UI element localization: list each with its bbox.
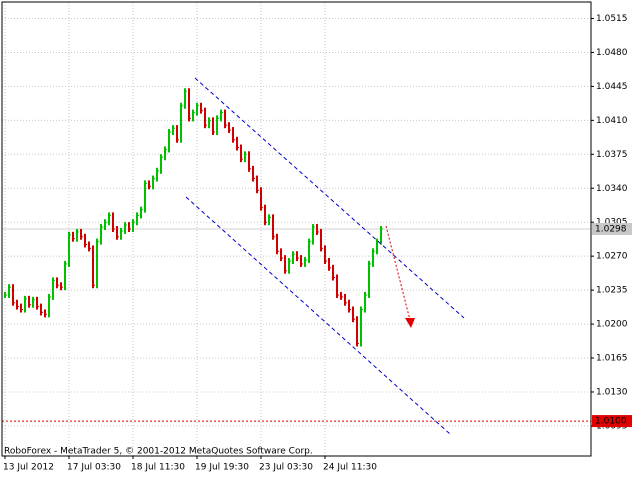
x-tick-label: 18 Jul 11:30 [131,463,185,473]
x-tick-label: 24 Jul 11:30 [323,463,377,473]
y-tick-label: 1.0480 [596,48,628,58]
y-tick-label: 1.0270 [596,252,628,262]
y-tick-label: 1.0515 [596,14,628,24]
x-tick-label: 17 Jul 03:30 [67,463,121,473]
level-label: 1.0100 [595,417,627,427]
y-tick-label: 1.0305 [596,218,628,228]
plot-frame [1,1,592,457]
forecast-arrow [385,225,411,321]
y-tick-label: 1.0375 [596,150,628,160]
x-tick-label: 23 Jul 03:30 [259,463,313,473]
channel-lower [185,196,451,435]
y-tick-label: 1.0200 [596,320,628,330]
annotation: RoboForex - MetaTrader 5, © 2001-2012 Me… [4,447,313,457]
forecast-arrowhead [405,318,415,328]
price-label: 1.0298 [595,225,627,235]
x-tick-label: 19 Jul 19:30 [195,463,249,473]
x-tick-label: 13 Jul 2012 [3,463,54,473]
y-tick-label: 1.0130 [596,387,628,397]
marks [4,88,383,347]
y-tick-label: 1.0445 [596,82,628,92]
price-label-box [592,223,632,235]
level-label-box [592,415,632,428]
y-tick-label: 1.0165 [596,354,628,364]
y-tick-label: 1.0340 [596,184,628,194]
y-tick-label: 1.0410 [596,116,628,126]
y-tick-label: 1.0235 [596,286,628,296]
